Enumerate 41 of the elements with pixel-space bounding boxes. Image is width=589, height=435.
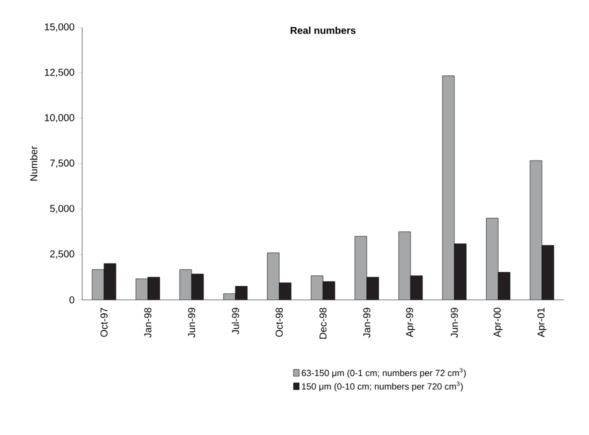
bar bbox=[354, 236, 367, 300]
bar bbox=[398, 232, 411, 300]
y-tick-label: 15,000 bbox=[44, 23, 74, 32]
bar bbox=[104, 264, 116, 300]
legend-label: 63-150 μm (0-1 cm; numbers per 72 cm$^{3}$) bbox=[302, 368, 466, 378]
chart-title: Real numbers bbox=[290, 26, 356, 34]
bar bbox=[542, 245, 554, 300]
bar bbox=[366, 277, 379, 300]
x-tick-label: Jan-99 bbox=[363, 308, 370, 338]
bar bbox=[442, 76, 454, 300]
bar bbox=[454, 244, 466, 300]
bar bbox=[267, 252, 280, 300]
bar bbox=[136, 278, 148, 300]
y-tick-label: 10,000 bbox=[44, 114, 74, 122]
bar bbox=[486, 218, 498, 300]
bar bbox=[530, 160, 542, 300]
x-tick-label: Jun-99 bbox=[188, 308, 196, 338]
x-tick-label: Oct-97 bbox=[100, 308, 108, 337]
x-tick-label: Apr-00 bbox=[494, 308, 503, 338]
x-tick-label: Jan-98 bbox=[144, 308, 152, 338]
bar bbox=[279, 282, 292, 300]
x-tick-label: Apr-01 bbox=[537, 308, 546, 338]
bar bbox=[410, 276, 422, 300]
x-tick-label: Apr-99 bbox=[406, 308, 416, 338]
bar bbox=[498, 272, 510, 300]
bar bbox=[235, 286, 248, 300]
y-tick-label: 12,500 bbox=[44, 68, 74, 78]
y-tick-label: 7,500 bbox=[50, 160, 74, 168]
y-tick-label: 5,000 bbox=[50, 205, 74, 214]
bar bbox=[311, 276, 323, 300]
bar bbox=[180, 270, 192, 300]
x-tick-label: Oct-98 bbox=[276, 308, 283, 337]
x-tick-label: Jul-99 bbox=[232, 308, 240, 334]
bar bbox=[92, 270, 104, 300]
y-tick-label: 0 bbox=[69, 296, 74, 304]
x-tick-label: Jun-99 bbox=[450, 308, 458, 338]
bar bbox=[148, 277, 160, 300]
x-tick-label: Dec-98 bbox=[319, 308, 327, 339]
y-axis-title: Number bbox=[30, 146, 38, 181]
legend-label: 150 μm (0-10 cm; numbers per 720 cm$^{3}$) bbox=[302, 382, 463, 392]
y-tick-label: 2,500 bbox=[50, 250, 74, 259]
